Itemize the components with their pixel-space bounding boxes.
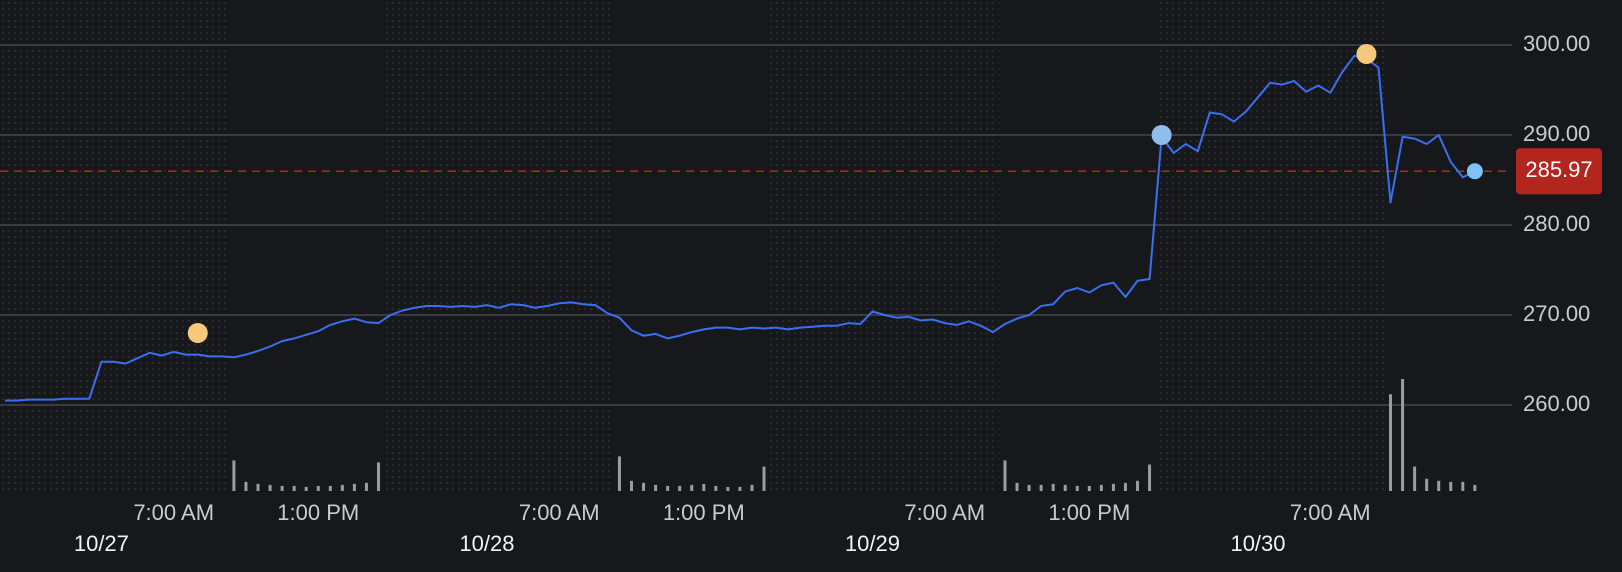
volume-bar (232, 460, 236, 491)
x-tick-label: 1:00 PM (1048, 500, 1130, 525)
volume-bar (1003, 460, 1007, 491)
volume-bar (762, 466, 766, 491)
x-tick-label: 1:00 PM (277, 500, 359, 525)
volume-bar (726, 486, 730, 491)
volume-bar (1449, 481, 1453, 491)
volume-bar (1123, 482, 1127, 491)
y-tick-label: 280.00 (1523, 211, 1590, 236)
volume-bar (1425, 478, 1429, 491)
volume-bar (256, 483, 260, 491)
volume-bar (678, 485, 682, 491)
volume-bar (1051, 483, 1055, 491)
x-tick-label: 7:00 AM (519, 500, 600, 525)
date-tick-label: 10/28 (459, 531, 514, 556)
volume-bar (629, 480, 633, 491)
x-tick-label: 7:00 AM (133, 500, 214, 525)
volume-bar (1063, 484, 1067, 491)
y-tick-label: 290.00 (1523, 121, 1590, 146)
volume-bar (1401, 379, 1405, 491)
volume-bar (666, 485, 670, 491)
volume-bar (1099, 484, 1103, 491)
extended-hours-shade (0, 0, 228, 491)
volume-bar (292, 485, 296, 491)
volume-bar (750, 484, 754, 491)
volume-bar (304, 486, 308, 491)
event-marker (187, 323, 208, 343)
price-line (5, 54, 1476, 402)
extended-hours-shade (1155, 0, 1385, 491)
y-tick-label: 270.00 (1523, 301, 1590, 326)
volume-bar (714, 485, 718, 491)
volume-bar (1039, 484, 1043, 491)
volume-bar (1111, 483, 1115, 491)
y-tick-label: 260.00 (1523, 391, 1590, 416)
volume-bar (280, 485, 284, 491)
volume-bar (376, 462, 380, 491)
volume-bar (738, 486, 742, 491)
x-tick-label: 1:00 PM (663, 500, 745, 525)
volume-bar (1389, 394, 1393, 491)
volume-bar (1413, 466, 1417, 491)
date-tick-label: 10/29 (845, 531, 900, 556)
volume-bar (1437, 480, 1441, 491)
price-tag-label: 285.97 (1525, 157, 1592, 182)
volume-bar (654, 484, 658, 491)
volume-bar (1087, 485, 1091, 491)
y-tick-label: 300.00 (1523, 31, 1590, 56)
event-marker (1466, 163, 1483, 180)
volume-bar (340, 484, 344, 491)
volume-bar (1473, 484, 1477, 491)
volume-bar (352, 483, 356, 491)
volume-bar (702, 483, 706, 491)
event-marker (1356, 44, 1377, 64)
volume-bar (328, 485, 332, 491)
volume-bar (1027, 484, 1031, 491)
event-marker (1151, 125, 1172, 145)
extended-hours-shade (770, 0, 999, 491)
date-tick-label: 10/27 (74, 531, 129, 556)
volume-bar (364, 482, 368, 491)
volume-bar (642, 482, 646, 491)
volume-bar (316, 485, 320, 491)
volume-bar (690, 484, 694, 491)
volume-bar (1461, 481, 1465, 491)
volume-bar (617, 456, 621, 491)
x-tick-label: 7:00 AM (904, 500, 985, 525)
volume-bar (1148, 464, 1152, 491)
volume-bar (1136, 480, 1140, 491)
volume-bar (1075, 485, 1079, 491)
volume-bar (1015, 482, 1019, 491)
date-tick-label: 10/30 (1230, 531, 1285, 556)
x-tick-label: 7:00 AM (1290, 500, 1371, 525)
volume-bar (244, 481, 248, 491)
volume-bar (268, 484, 272, 491)
extended-hours-shade (384, 0, 614, 491)
price-tag (1516, 148, 1602, 195)
